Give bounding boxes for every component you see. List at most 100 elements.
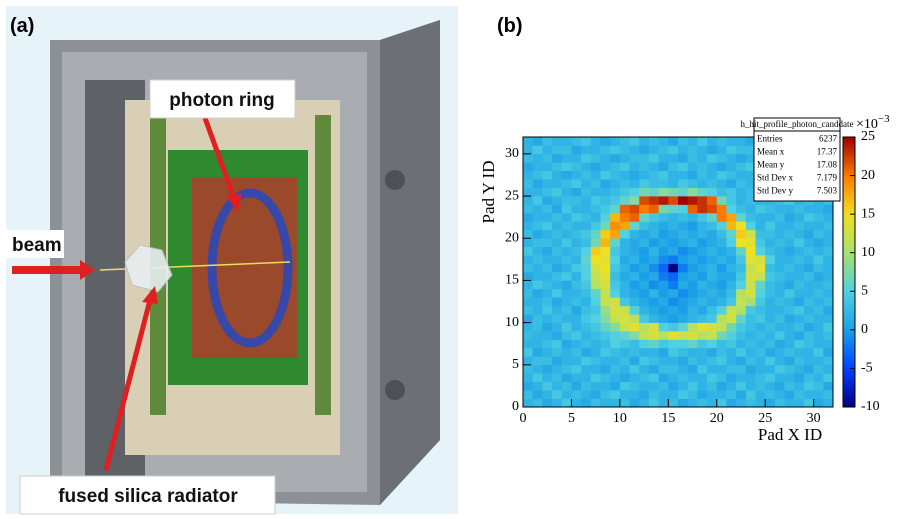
heat-cell [823,339,834,349]
heat-cell [523,221,533,231]
heat-cell [629,263,640,273]
heat-cell [639,364,650,374]
plot-frame [522,136,834,408]
heat-cell [745,280,756,290]
heat-cell [736,381,747,391]
heat-cell [600,373,611,382]
heat-cell [774,288,785,298]
heat-cell [619,246,630,256]
heat-cell [571,364,582,374]
colorbar-segment [843,383,855,387]
heat-cell [668,373,679,382]
colorbar-segment [843,149,855,153]
heat-cell [542,347,553,357]
heat-cell [745,356,756,366]
heat-cell [803,373,814,382]
heat-cell [668,314,679,323]
heat-cell [658,162,669,172]
heat-cell [619,297,630,307]
heat-cell [542,187,553,197]
heat-cell [581,196,592,205]
heat-cell [668,179,679,188]
heat-cell [542,145,553,155]
colorbar-tick-label: 10 [861,245,875,260]
heat-cell [571,322,582,332]
heat-cell [678,204,688,214]
heat-cell [765,297,776,307]
heat-cell [697,212,708,222]
heat-cell [552,322,563,332]
heat-cell [552,373,563,382]
colorbar-segment [843,245,855,249]
heat-cell [619,305,630,315]
heat-cell [658,314,669,323]
heat-cell [590,390,601,399]
heat-cell [523,255,533,264]
colorbar-segment [843,314,855,318]
heat-cell [658,221,669,231]
heat-cell [755,297,766,307]
colorbar-segment [843,290,855,294]
heat-cell [697,381,708,391]
colorbar-segment [843,170,855,174]
heat-cell [707,221,718,231]
heat-cell [794,364,805,374]
heat-cell [668,356,679,366]
heat-cell [813,297,824,307]
heat-cell [668,347,679,357]
y-tick-label: 25 [505,188,519,203]
heat-cell [571,339,582,349]
colorbar-segment [843,305,855,309]
heat-cell [648,229,659,239]
heat-cell [561,280,572,290]
heat-cell [600,238,611,247]
colorbar-segment [843,173,855,177]
heat-cell [755,212,766,222]
heat-cell [726,297,737,307]
heat-cell [532,263,543,273]
heat-cell [629,255,640,264]
heat-cell [726,187,737,197]
heat-cell [794,314,805,323]
heat-cell [794,263,805,273]
heat-cell [552,381,563,391]
heat-cell [658,187,669,197]
heat-cell [813,221,824,231]
heat-cell [803,263,814,273]
heat-cell [668,170,679,180]
heat-cell [784,204,795,214]
heat-cell [658,196,669,205]
colorbar-segment [843,152,855,156]
heat-cell [687,187,698,197]
heat-cell [803,305,814,315]
heat-cell [736,204,747,214]
heat-cell [523,347,533,357]
heat-cell [716,390,727,399]
colorbar-segment [843,272,855,276]
heat-cell [552,398,563,408]
heat-cell [813,255,824,264]
heat-cell [629,347,640,357]
heat-cell [600,255,611,264]
heat-cell [619,288,630,298]
heat-cell [658,153,669,163]
heat-cell [590,398,601,408]
heat-cell [658,322,669,332]
heat-cell [803,280,814,290]
heat-cell [523,238,533,247]
heat-cell [736,398,747,408]
heat-cell [552,356,563,366]
heat-cell [532,331,543,340]
heat-cell [794,238,805,247]
heat-cell [726,288,737,298]
heat-cell [823,204,834,214]
heat-cell [707,238,718,247]
heat-cell [542,229,553,239]
heat-cell [707,398,718,408]
heat-cell [639,356,650,366]
heat-cell [823,280,834,290]
heat-cell [813,204,824,214]
heat-cell [736,297,747,307]
heat-cell [552,305,563,315]
heat-cell [823,229,834,239]
